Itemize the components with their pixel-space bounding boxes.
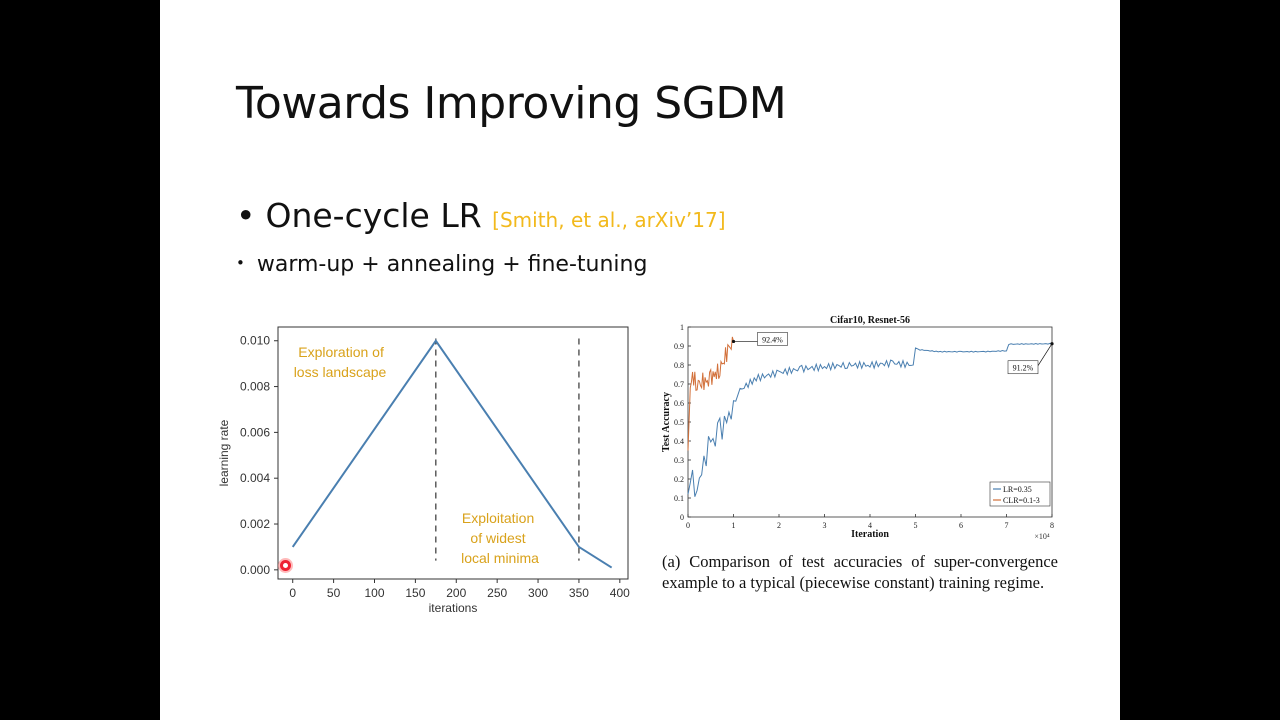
y-tick-label: 0.9 [674,342,684,351]
y-tick-label: 0.002 [240,517,270,531]
x-tick-label: 50 [327,586,341,600]
legend-box [989,481,1051,507]
x-tick-label: 6 [959,521,963,530]
plot-frame [277,326,629,580]
y-tick-label: 0.1 [674,494,684,503]
slide-title: Towards Improving SGDM [236,78,787,129]
x-tick-label: 0 [289,586,296,600]
x-axis-label: Iteration [851,529,889,540]
callout-point [1050,342,1054,346]
lr-schedule-chart: 0.000 0.002 0.004 0.006 0.008 0.010 0 50 100 150… [217,326,630,615]
x-multiplier: ×10⁴ [1034,532,1050,541]
x-tick-label: 8 [1050,521,1054,530]
annotation-exploration: Exploration of loss landscape [294,344,388,380]
figure-caption: (a) Comparison of test accuracies of sup… [662,552,1058,592]
callout-point [731,339,736,344]
y-axis-label: Test Accuracy [661,392,672,452]
x-tick-label: 200 [446,586,466,600]
y-tick-label: 0.7 [674,380,684,389]
bullet-one-cycle-text: One-cycle LR [265,196,482,235]
y-tick-label: 0.5 [674,418,684,427]
x-tick-label: 4 [868,521,872,530]
x-tick-label: 2 [777,521,781,530]
y-tick-label: 0.8 [674,361,684,370]
y-tick-label: 0.008 [240,380,270,394]
laser-pointer-icon [280,560,291,571]
callout-line [1037,343,1053,366]
bullet-marker: • [236,196,256,235]
x-tick-label: 100 [364,586,384,600]
y-tick-label: 0 [680,513,684,522]
sub-bullet: • warm-up + annealing + fine-tuning [236,252,647,277]
test-accuracy-chart: Cifar10, Resnet-56 0 0.1 0.2 0.3 0.4 0.5 0.6 0.… [661,315,1054,541]
x-tick-label: 0 [686,521,690,530]
y-tick-label: 0.004 [240,471,270,485]
y-tick-label: 0.006 [240,425,270,439]
x-tick-label: 350 [569,586,589,600]
citation: [Smith, et al., arXiv’17] [492,208,726,232]
x-tick-label: 3 [823,521,827,530]
y-tick-label: 0.010 [240,334,270,348]
legend: LR=0.35 CLR=0.1-3 [989,481,1051,507]
y-tick-label: 0.000 [240,563,270,577]
x-axis-label: iterations [429,601,478,615]
x-tick-label: 250 [487,586,507,600]
bullet-one-cycle: • One-cycle LR [Smith, et al., arXiv’17] [236,196,726,235]
callout-box [1007,360,1039,375]
y-tick-label: 1 [680,323,684,332]
callout-label: 91.2% [1013,364,1034,373]
x-tick-label: 1 [732,521,736,530]
y-axis-label: learning rate [217,419,231,486]
annotation-exploitation: Exploitation of widest local minima [461,510,539,566]
callout-label: 92.4% [762,335,783,344]
x-tick-label: 300 [528,586,548,600]
y-tick-label: 0.4 [674,437,684,446]
x-tick-label: 400 [610,586,630,600]
y-tick-label: 0.3 [674,456,684,465]
legend-label-lr: LR=0.35 [1003,485,1032,494]
chart-title: Cifar10, Resnet-56 [830,315,910,326]
series-line-clr [687,336,734,451]
x-tick-label: 150 [405,586,425,600]
x-tick-label: 5 [914,521,918,530]
y-tick-label: 0.6 [674,399,684,408]
x-tick-label: 7 [1005,521,1009,530]
y-tick-label: 0.2 [674,475,684,484]
slide: Towards Improving SGDM • One-cycle LR [Sm… [160,0,1120,720]
series-line-lr [687,342,1053,497]
lr-schedule-line [291,338,613,569]
sub-bullet-text: warm-up + annealing + fine-tuning [256,252,648,277]
legend-label-clr: CLR=0.1-3 [1003,496,1040,505]
callout-box [757,332,788,346]
bullet-marker: • [236,254,245,272]
